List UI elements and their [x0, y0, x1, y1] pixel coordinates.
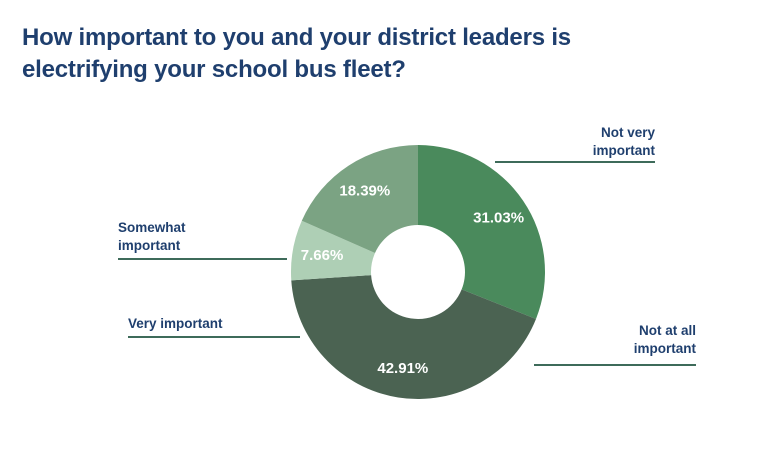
- donut-slice-very-important[interactable]: [291, 220, 376, 281]
- leader-line-not-at-all-important: [534, 364, 696, 366]
- slice-value-label: 42.91%: [377, 360, 428, 377]
- page-title: How important to you and your district l…: [22, 24, 571, 83]
- donut-value-label-group: 31.03% 42.91% 7.66% 18.39%: [301, 182, 524, 377]
- callout-label-somewhat-important: Somewhat important: [118, 220, 186, 253]
- donut-slice-somewhat-important[interactable]: [301, 145, 418, 254]
- callout-label-not-at-all-important: Not at all important: [633, 323, 696, 356]
- donut-slice-group: [291, 145, 546, 400]
- slice-value-label: 18.39%: [339, 182, 390, 199]
- leader-line-not-very-important: [495, 161, 655, 163]
- leader-line-somewhat-important: [118, 258, 287, 260]
- leader-line-very-important: [128, 336, 300, 338]
- slice-value-label: 31.03%: [473, 209, 524, 226]
- slice-value-label: 7.66%: [301, 247, 344, 264]
- callout-label-not-very-important: Not very important: [592, 125, 655, 158]
- donut-slice-not-at-all-important[interactable]: [291, 275, 536, 400]
- donut-slice-not-very-important[interactable]: [418, 145, 546, 319]
- callout-label-very-important: Very important: [128, 316, 223, 331]
